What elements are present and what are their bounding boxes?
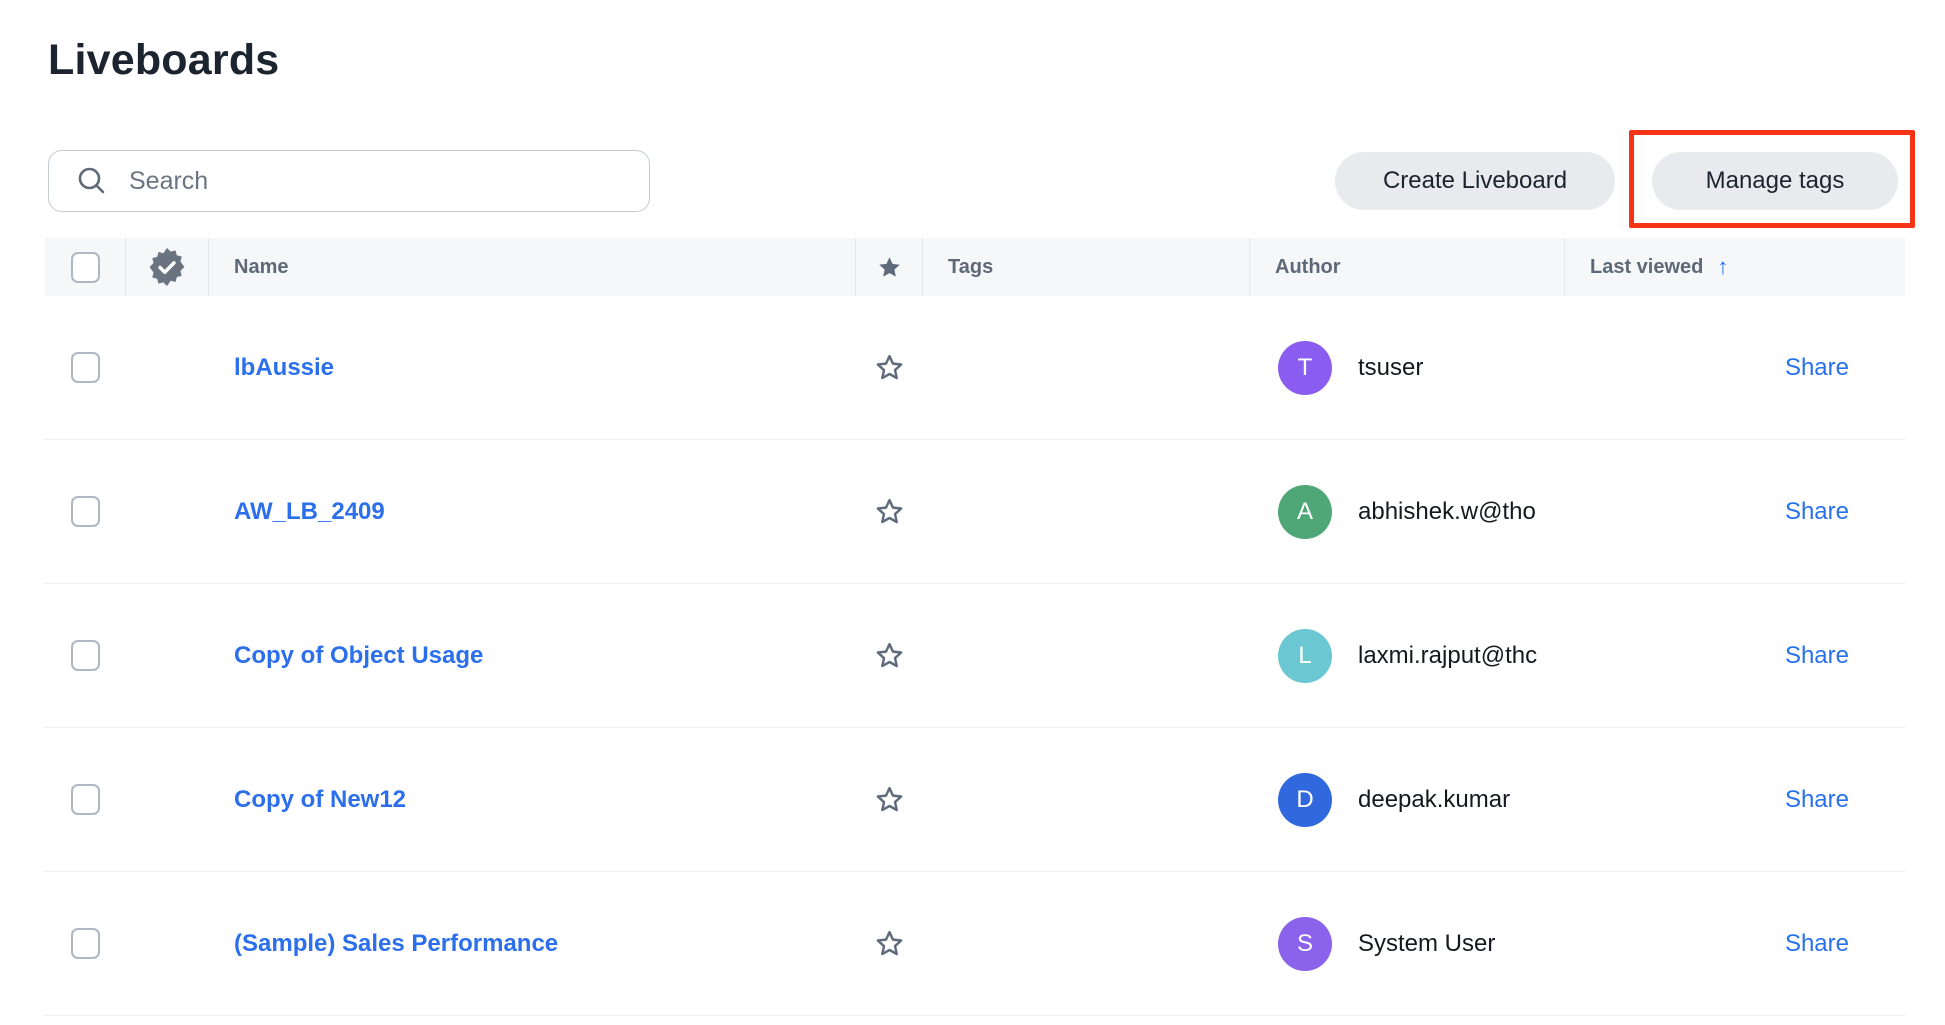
create-liveboard-button[interactable]: Create Liveboard [1335, 152, 1615, 210]
header-favorite-cell [856, 238, 923, 296]
liveboard-name-link[interactable]: lbAussie [234, 353, 335, 381]
liveboard-name-link[interactable]: Copy of Object Usage [234, 641, 484, 669]
row-author-cell: T tsuser [1250, 296, 1565, 439]
row-checkbox-cell [45, 440, 126, 583]
row-checkbox-cell [45, 728, 126, 871]
search-icon [75, 164, 109, 198]
row-tags-cell [923, 872, 1250, 1015]
header-last-viewed[interactable]: Last viewed ↑ [1565, 238, 1905, 296]
row-author-cell: S System User [1250, 872, 1565, 1015]
row-checkbox-cell [45, 584, 126, 727]
page-title: Liveboards [48, 36, 280, 84]
header-name[interactable]: Name [209, 238, 856, 296]
row-author-cell: D deepak.kumar [1250, 728, 1565, 871]
table-header-row: Name Tags Author Last viewed ↑ [45, 238, 1905, 296]
table-row: (Sample) Sales Performance S System User… [45, 872, 1905, 1016]
avatar: D [1278, 772, 1332, 827]
search-input[interactable] [129, 166, 629, 196]
table-row: lbAussie T tsuser Share [45, 296, 1905, 440]
row-name-cell: AW_LB_2409 [209, 440, 856, 583]
row-checkbox-cell [45, 872, 126, 1015]
star-filled-icon [877, 255, 902, 280]
row-name-cell: lbAussie [209, 296, 856, 439]
row-verified-cell [126, 584, 209, 727]
sort-ascending-icon[interactable]: ↑ [1717, 254, 1729, 279]
table-row: Copy of Object Usage L laxmi.rajput@thc … [45, 584, 1905, 728]
row-author-cell: L laxmi.rajput@thc [1250, 584, 1565, 727]
row-verified-cell [126, 872, 209, 1015]
star-outline-icon[interactable] [874, 496, 905, 527]
star-outline-icon[interactable] [874, 640, 905, 671]
verified-badge-icon [148, 248, 186, 286]
row-tags-cell [923, 728, 1250, 871]
row-verified-cell [126, 728, 209, 871]
row-favorite-cell [856, 728, 923, 871]
row-action-cell: Share [1565, 728, 1905, 871]
row-verified-cell [126, 440, 209, 583]
star-outline-icon[interactable] [874, 784, 905, 815]
manage-tags-button[interactable]: Manage tags [1652, 152, 1898, 210]
row-tags-cell [923, 440, 1250, 583]
liveboards-table: Name Tags Author Last viewed ↑ lbAussie [45, 238, 1905, 1016]
liveboard-name-link[interactable]: Copy of New12 [234, 785, 407, 813]
row-verified-cell [126, 296, 209, 439]
row-name-cell: Copy of Object Usage [209, 584, 856, 727]
author-name: laxmi.rajput@thc [1358, 641, 1538, 669]
row-favorite-cell [856, 296, 923, 439]
row-checkbox[interactable] [71, 496, 100, 527]
row-action-cell: Share [1565, 440, 1905, 583]
row-tags-cell [923, 296, 1250, 439]
header-tags[interactable]: Tags [923, 238, 1250, 296]
table-row: Copy of New12 D deepak.kumar Share [45, 728, 1905, 872]
row-favorite-cell [856, 584, 923, 727]
row-checkbox[interactable] [71, 784, 100, 815]
table-row: AW_LB_2409 A abhishek.w@tho Share [45, 440, 1905, 584]
row-favorite-cell [856, 872, 923, 1015]
row-tags-cell [923, 584, 1250, 727]
row-favorite-cell [856, 440, 923, 583]
liveboard-name-link[interactable]: AW_LB_2409 [234, 497, 385, 525]
share-link[interactable]: Share [1784, 929, 1849, 957]
select-all-checkbox[interactable] [70, 251, 100, 283]
row-author-cell: A abhishek.w@tho [1250, 440, 1565, 583]
search-box[interactable] [48, 150, 650, 212]
header-author[interactable]: Author [1250, 238, 1565, 296]
row-action-cell: Share [1565, 584, 1905, 727]
liveboard-name-link[interactable]: (Sample) Sales Performance [234, 929, 559, 957]
row-checkbox-cell [45, 296, 126, 439]
header-checkbox-cell [45, 238, 126, 296]
star-outline-icon[interactable] [874, 352, 905, 383]
share-link[interactable]: Share [1784, 497, 1849, 525]
avatar: T [1278, 340, 1332, 395]
avatar: S [1278, 916, 1332, 971]
share-link[interactable]: Share [1784, 353, 1849, 381]
row-checkbox[interactable] [71, 928, 100, 959]
header-verified-cell [126, 238, 209, 296]
share-link[interactable]: Share [1784, 641, 1849, 669]
row-checkbox[interactable] [71, 640, 100, 671]
row-checkbox[interactable] [71, 352, 100, 383]
author-name: System User [1358, 929, 1496, 957]
author-name: abhishek.w@tho [1358, 497, 1536, 525]
row-name-cell: Copy of New12 [209, 728, 856, 871]
share-link[interactable]: Share [1784, 785, 1849, 813]
author-name: tsuser [1358, 353, 1424, 381]
star-outline-icon[interactable] [874, 928, 905, 959]
row-name-cell: (Sample) Sales Performance [209, 872, 856, 1015]
row-action-cell: Share [1565, 872, 1905, 1015]
avatar: L [1278, 628, 1332, 683]
author-name: deepak.kumar [1358, 785, 1511, 813]
avatar: A [1278, 484, 1332, 539]
header-last-viewed-label: Last viewed [1590, 255, 1704, 278]
row-action-cell: Share [1565, 296, 1905, 439]
